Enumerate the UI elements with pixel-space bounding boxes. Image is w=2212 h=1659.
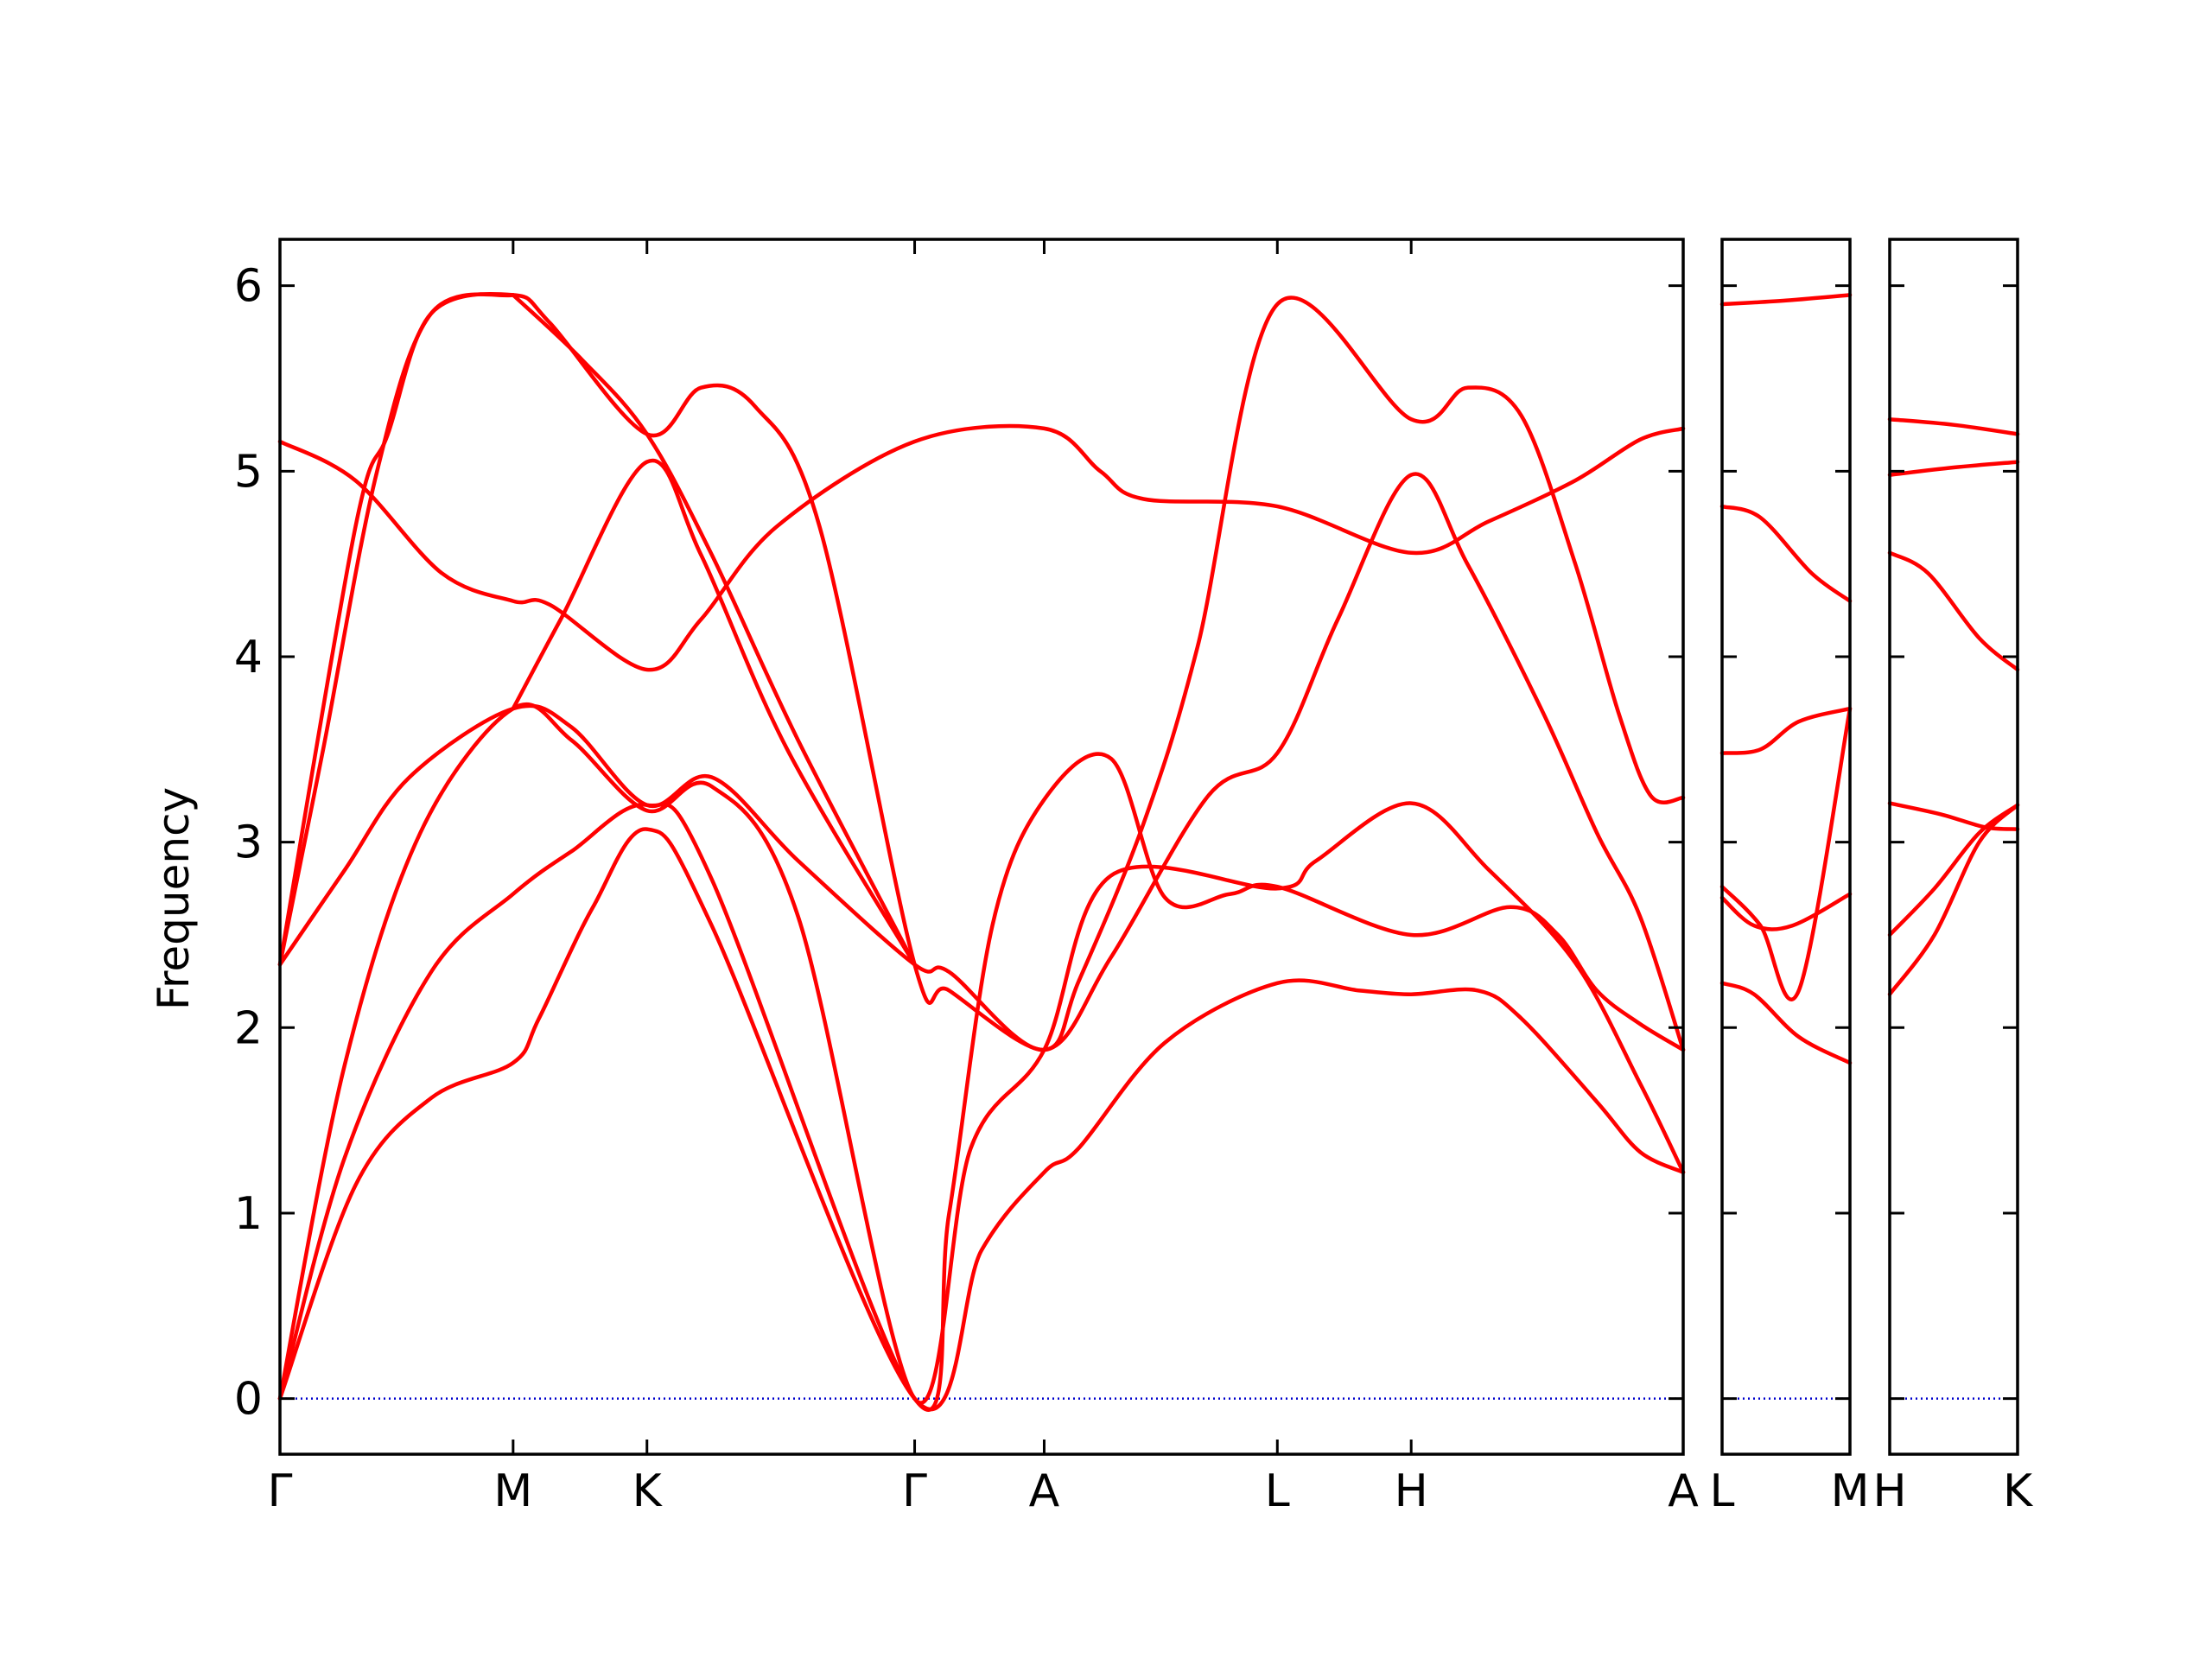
band-3-line [277,702,1686,1405]
plot-frame [278,238,1685,1456]
x-tick-label: K [2003,1465,2034,1517]
y-tick-label: 6 [234,261,263,313]
y-tick-label: 1 [234,1188,263,1240]
x-tick-label: L [1710,1465,1735,1517]
band-2-line [1719,892,1853,931]
y-tick-label: 2 [234,1002,263,1054]
band-4-line [277,472,1686,1052]
x-tick-label: K [632,1465,664,1517]
band-2-line [1887,803,2020,938]
y-tick-label: 5 [234,446,263,498]
band-3-line [1719,706,1853,1001]
x-tick-label: M [1831,1465,1870,1517]
band-5-line [1887,460,2020,477]
y-tick-label: 0 [234,1374,263,1426]
y-tick-label: 4 [234,632,263,683]
x-tick-label: A [1668,1465,1699,1517]
band-5-line [1719,504,1853,603]
x-tick-label: H [1872,1465,1906,1517]
band-4-line [1719,706,1853,755]
x-tick-label: Γ [268,1465,293,1517]
band-5-line [277,291,1686,1052]
band-1-line [1887,803,2020,996]
band-6-line [1719,293,1853,307]
y-axis-label: Frequency [149,787,199,1010]
x-tick-label: Γ [902,1465,927,1517]
x-tick-label: L [1265,1465,1290,1517]
band-2-line [277,752,1686,1412]
band-1-line [277,827,1686,1411]
x-tick-label: A [1029,1465,1060,1517]
band-9-line [511,458,917,967]
x-tick-label: H [1395,1465,1428,1517]
band-6-line [277,423,1686,672]
band-1-line [1719,981,1853,1065]
band-6-line [1887,416,2020,436]
y-tick-label: 3 [234,817,263,869]
plot-frame [1720,238,1852,1456]
plot-frame [1888,238,2019,1456]
x-tick-label: M [493,1465,532,1517]
band-7-line [277,292,516,967]
band-4-line [1887,550,2020,672]
band-8-line [511,293,917,967]
band-3-line [1887,801,2020,831]
